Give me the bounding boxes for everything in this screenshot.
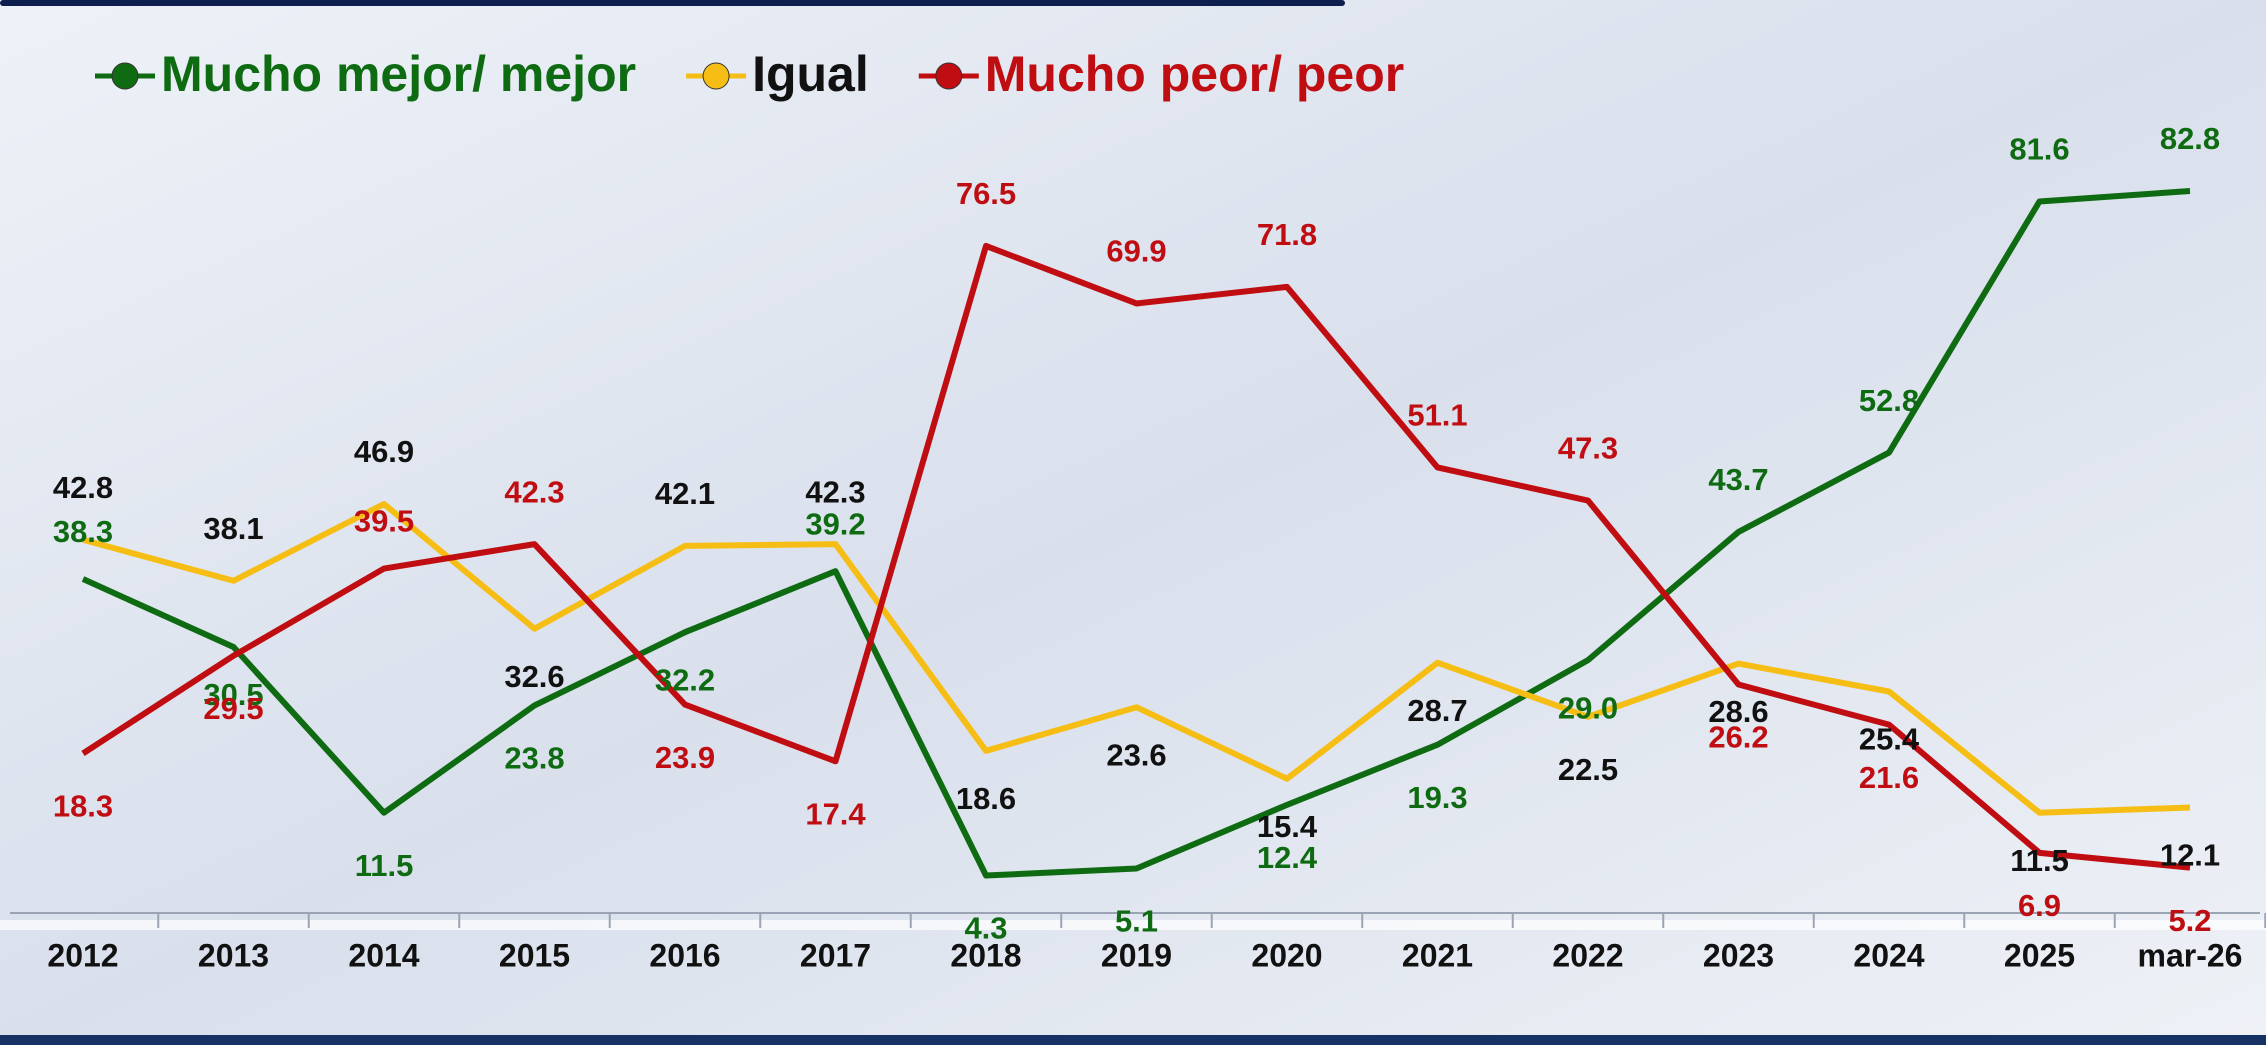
- data-label: 38.1: [203, 511, 263, 546]
- x-tick-label: mar-26: [2138, 937, 2243, 973]
- data-label: 42.3: [805, 474, 865, 509]
- x-tick-label: 2020: [1251, 937, 1322, 973]
- page: {"chart_data": {"type": "line", "categor…: [0, 0, 2266, 1045]
- x-tick-label: 2019: [1101, 937, 1172, 973]
- data-label: 6.9: [2018, 888, 2061, 923]
- data-label: 22.5: [1558, 752, 1618, 787]
- legend-marker: [112, 63, 138, 89]
- data-label: 26.2: [1708, 720, 1768, 755]
- legend-label: Igual: [752, 46, 869, 102]
- title-bar: [0, 0, 1345, 6]
- background: [0, 0, 2266, 1045]
- data-label: 76.5: [956, 176, 1016, 211]
- data-label: 28.7: [1407, 693, 1467, 728]
- data-label: 38.3: [53, 514, 113, 549]
- data-label: 46.9: [354, 434, 414, 469]
- data-label: 82.8: [2160, 121, 2220, 156]
- data-label: 42.8: [53, 470, 113, 505]
- x-tick-label: 2013: [198, 937, 269, 973]
- x-tick-label: 2025: [2004, 937, 2075, 973]
- x-tick-label: 2021: [1402, 937, 1473, 973]
- chart: 2012201320142015201620172018201920202021…: [0, 0, 2266, 1045]
- data-label: 81.6: [2009, 132, 2069, 167]
- data-label: 12.1: [2160, 838, 2220, 873]
- x-tick-label: 2012: [47, 937, 118, 973]
- x-tick-label: 2014: [348, 937, 419, 973]
- data-label: 23.6: [1106, 737, 1166, 772]
- data-label: 17.4: [805, 796, 866, 831]
- data-label: 51.1: [1407, 398, 1467, 433]
- data-label: 23.9: [655, 740, 715, 775]
- footer-bar: [0, 1035, 2266, 1045]
- legend-label: Mucho peor/ peor: [985, 46, 1404, 102]
- data-label: 11.5: [355, 848, 414, 883]
- data-label: 21.6: [1859, 760, 1919, 795]
- data-label: 18.3: [53, 789, 113, 824]
- legend-marker: [936, 63, 962, 89]
- data-label: 39.2: [805, 506, 865, 541]
- data-label: 71.8: [1257, 217, 1317, 252]
- x-tick-label: 2022: [1552, 937, 1623, 973]
- data-label: 5.1: [1115, 904, 1158, 939]
- data-label: 5.2: [2168, 903, 2211, 938]
- legend-label: Mucho mejor/ mejor: [161, 46, 636, 102]
- x-tick-label: 2016: [649, 937, 720, 973]
- x-tick-label: 2023: [1703, 937, 1774, 973]
- data-label: 69.9: [1106, 234, 1166, 269]
- data-label: 23.8: [504, 741, 564, 776]
- data-label: 47.3: [1558, 431, 1618, 466]
- x-tick-label: 2024: [1853, 937, 1924, 973]
- data-label: 52.8: [1859, 383, 1919, 418]
- data-label: 43.7: [1708, 462, 1768, 497]
- data-label: 11.5: [2010, 843, 2069, 878]
- x-tick-label: 2017: [800, 937, 871, 973]
- data-label: 32.2: [655, 662, 715, 697]
- data-label: 29.0: [1558, 690, 1618, 725]
- data-label: 32.6: [504, 659, 564, 694]
- legend-marker: [703, 63, 729, 89]
- data-label: 29.5: [203, 691, 263, 726]
- data-label: 25.4: [1859, 722, 1920, 757]
- data-label: 4.3: [964, 911, 1007, 946]
- data-label: 12.4: [1257, 840, 1318, 875]
- data-label: 42.1: [655, 476, 715, 511]
- data-label: 19.3: [1407, 780, 1467, 815]
- data-label: 42.3: [504, 474, 564, 509]
- x-tick-label: 2015: [499, 937, 570, 973]
- data-label: 39.5: [354, 504, 414, 539]
- data-label: 18.6: [956, 781, 1016, 816]
- data-label: 15.4: [1257, 809, 1318, 844]
